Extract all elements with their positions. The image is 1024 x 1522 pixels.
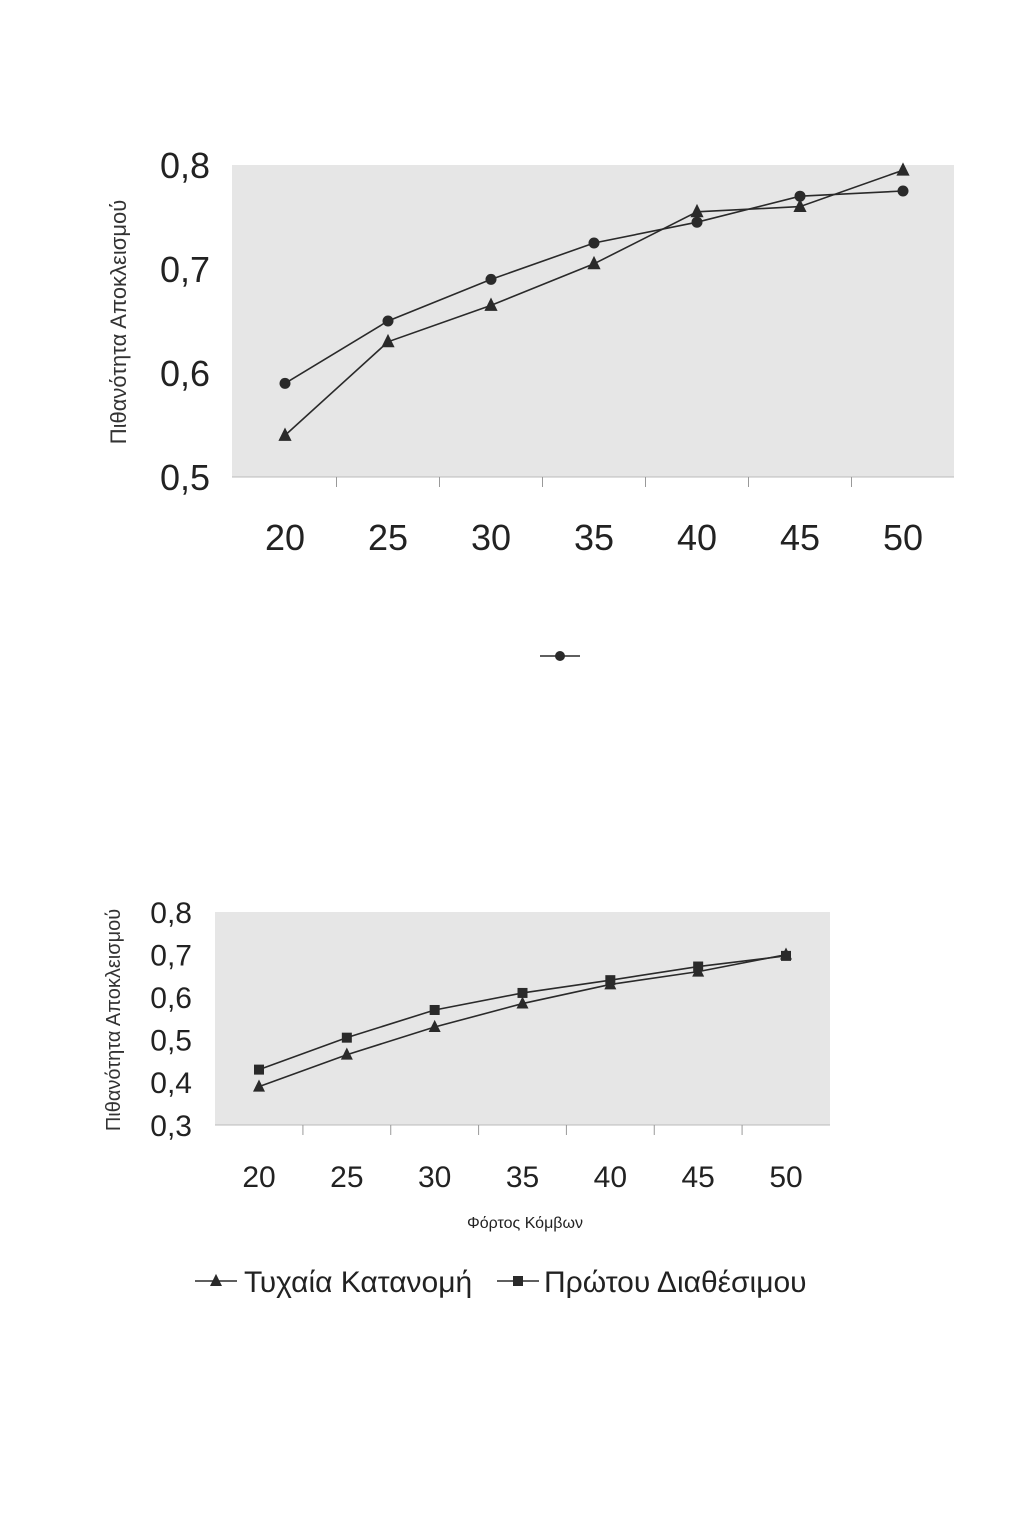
series-2-point [588, 237, 600, 249]
series-1 [278, 162, 910, 441]
legend-circle-marker [555, 651, 565, 661]
series-2-point [693, 961, 704, 972]
chart-1-series [278, 162, 910, 441]
series-2-point [429, 1004, 440, 1015]
series-1-point [381, 333, 395, 348]
chart-1-y-axis: 0,8 0,7 0,6 0,5 [160, 145, 210, 498]
y-tick-label: 0,6 [150, 982, 192, 1015]
legend-triangle-marker [210, 1273, 222, 1286]
x-tick-label: 50 [883, 517, 923, 558]
series-2-point [781, 950, 791, 961]
chart-2-x-axis: 20 25 30 35 40 45 50 [242, 1125, 803, 1194]
chart-1-y-axis-label: Πιθανότητα Αποκλεισμού [106, 200, 131, 445]
x-tick-label: 50 [769, 1161, 802, 1194]
x-tick-label: 20 [242, 1161, 275, 1194]
y-tick-label: 0,8 [160, 145, 210, 186]
series-2-point [517, 987, 528, 998]
series-1-point [253, 1079, 265, 1092]
legend-square-marker [513, 1276, 523, 1286]
series-1-point [278, 427, 292, 441]
y-tick-label: 0,4 [150, 1067, 192, 1100]
x-tick-label: 25 [368, 517, 408, 558]
x-tick-label: 30 [471, 517, 511, 558]
chart-2-plot-area [215, 912, 830, 1125]
x-tick-label: 45 [681, 1161, 714, 1194]
chart-1-legend [540, 651, 580, 661]
y-tick-label: 0,6 [160, 353, 210, 394]
y-tick-label: 0,3 [150, 1110, 192, 1143]
series-2-point [605, 975, 616, 986]
chart-2-x-axis-label: Φόρτος Κόμβων [467, 1215, 583, 1232]
series-1-point [516, 996, 529, 1009]
chart-2-legend: Τυχαία Κατανομή Πρώτου Διαθέσιμου [195, 1266, 807, 1299]
y-tick-label: 0,7 [160, 249, 210, 290]
series-1-point [793, 198, 807, 213]
series-2-point [794, 190, 806, 202]
series-2-point [485, 273, 497, 285]
series-1-point [340, 1047, 353, 1060]
series-1-point [484, 297, 498, 311]
series-2-point [382, 315, 394, 327]
y-tick-label: 0,7 [150, 939, 192, 972]
y-tick-label: 0,5 [150, 1025, 192, 1058]
series-2-point [254, 1064, 264, 1075]
series-1-point [690, 203, 704, 218]
legend-label: Πρώτου Διαθέσιμου [544, 1266, 807, 1299]
chart-1-plot-area [232, 165, 954, 477]
y-tick-label: 0,5 [160, 457, 210, 498]
chart-1: 20 25 30 35 40 45 50 0,8 0,7 0,6 0,5 Πιθανότητα Α… [106, 145, 954, 661]
x-tick-label: 35 [574, 517, 614, 558]
x-tick-label: 40 [594, 1161, 627, 1194]
x-tick-label: 20 [265, 517, 305, 558]
series-1-point [428, 1019, 441, 1032]
x-tick-label: 30 [418, 1161, 451, 1194]
series-1-point [896, 162, 910, 176]
legend-item-2: Πρώτου Διαθέσιμου [497, 1266, 807, 1299]
x-tick-label: 25 [330, 1161, 363, 1194]
legend-item-1: Τυχαία Κατανομή [195, 1266, 472, 1299]
chart-2-y-axis-label: Πιθανότητα Αποκλεισμού [103, 909, 125, 1131]
series-2-point [691, 216, 703, 228]
series-2 [254, 950, 791, 1075]
series-2-point [341, 1032, 352, 1043]
chart-2: 20 25 30 35 40 45 50 0,8 0,7 0,6 0,5 0,4 0,3 Πιθανό… [103, 897, 830, 1299]
y-tick-label: 0,8 [150, 897, 192, 930]
chart-2-y-axis: 0,8 0,7 0,6 0,5 0,4 0,3 [150, 897, 192, 1143]
chart-1-x-axis: 20 25 30 35 40 45 50 [265, 477, 923, 558]
legend-label: Τυχαία Κατανομή [244, 1266, 472, 1299]
x-tick-label: 40 [677, 517, 717, 558]
x-tick-label: 35 [506, 1161, 539, 1194]
series-1-point [587, 255, 601, 270]
series-2-point [897, 185, 909, 197]
series-2-point [279, 377, 291, 389]
series-2 [279, 185, 909, 389]
chart-2-series [253, 947, 792, 1092]
x-tick-label: 45 [780, 517, 820, 558]
